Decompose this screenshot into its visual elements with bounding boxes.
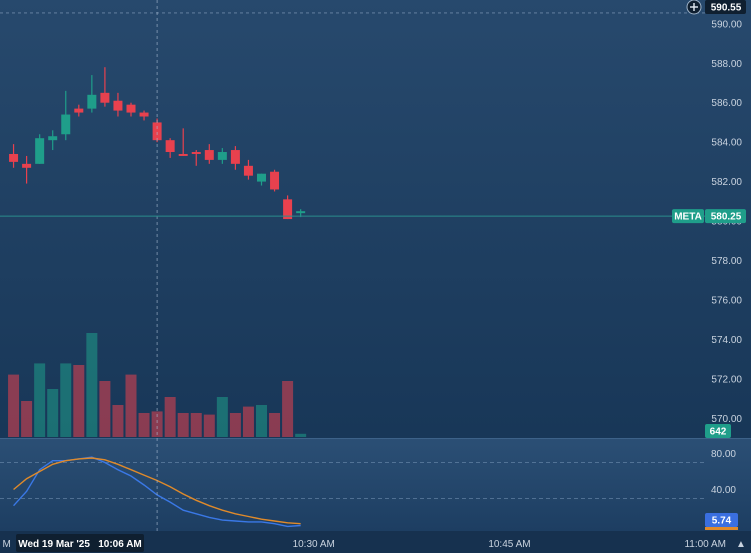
price-tick-label: 576.00 <box>711 295 742 306</box>
price-tick-label: 572.00 <box>711 374 742 385</box>
ticker-label: META <box>674 212 702 223</box>
time-tick-label: 10:45 AM <box>488 539 530 550</box>
candle-body <box>74 108 84 113</box>
candle-body <box>296 211 306 214</box>
volume-bar <box>60 363 72 437</box>
candlesticks <box>9 67 306 220</box>
price-tick-label: 574.00 <box>711 335 742 346</box>
crosshair-time-label: Wed 19 Mar '25 10:06 AM <box>18 539 142 550</box>
ticker-tag <box>672 209 704 224</box>
candle-body <box>48 136 58 141</box>
candle-body <box>126 104 136 113</box>
oscillator-pane <box>0 438 751 531</box>
volume-bar <box>99 381 111 437</box>
price-tick-label: 582.00 <box>711 177 742 188</box>
volume-bar <box>164 397 176 437</box>
candle-body <box>204 150 214 160</box>
candle-body <box>152 122 162 141</box>
volume-bar <box>8 374 20 437</box>
price-tick-label: 590.00 <box>711 19 742 30</box>
candle-body <box>178 153 188 156</box>
volume-bars <box>8 333 307 437</box>
price-tick-label: 584.00 <box>711 138 742 149</box>
crosshair-time-tag <box>16 534 144 552</box>
candle-body <box>230 150 240 164</box>
candle-body <box>243 165 253 176</box>
price-tick-label: 570.00 <box>711 414 742 425</box>
volume-bar <box>73 365 85 437</box>
volume-bar <box>203 414 215 437</box>
volume-bar <box>47 389 59 437</box>
volume-bar <box>151 411 163 437</box>
volume-bar <box>256 405 267 437</box>
candle-body <box>87 94 97 109</box>
volume-bar <box>269 413 281 437</box>
time-axis <box>0 531 751 553</box>
oscillator-value-tag <box>705 513 738 527</box>
grid-lines <box>0 12 705 499</box>
candle-body <box>217 152 227 160</box>
volume-bar <box>86 333 98 437</box>
time-tick-label: M <box>3 539 11 550</box>
oscillator-value-label: 5.74 <box>712 516 732 527</box>
price-axis: 590.00588.00586.00584.00582.00580.00578.… <box>711 19 742 424</box>
candle-body <box>191 152 201 154</box>
last-price-label: 580.25 <box>711 212 742 223</box>
scale-settings-icon[interactable]: ▲ <box>736 539 746 550</box>
candle-body <box>22 163 32 168</box>
time-tick-label: 10:30 AM <box>293 539 335 550</box>
price-tick-label: 586.00 <box>711 98 742 109</box>
volume-bar <box>216 397 228 437</box>
oscillator-slow-marker <box>705 527 738 530</box>
price-tick-label: 588.00 <box>711 59 742 70</box>
volume-bar <box>112 405 124 437</box>
volume-bar <box>190 413 202 437</box>
oscillator-tick-label: 80.00 <box>711 449 736 460</box>
last-price-tag <box>705 209 746 224</box>
candle-body <box>100 92 110 103</box>
oscillator-tick-label: 40.00 <box>711 485 736 496</box>
candle-body <box>270 171 280 190</box>
time-tick-label: 11:00 AM <box>684 539 726 550</box>
candle-body <box>61 114 71 135</box>
crosshair-price-label: 590.55 <box>711 3 742 14</box>
candle-body <box>165 140 175 153</box>
volume-label: 642 <box>710 427 727 438</box>
volume-bar <box>21 401 33 437</box>
volume-bar <box>125 374 137 437</box>
candle-body <box>35 138 45 164</box>
candle-body <box>139 112 149 117</box>
candle-body <box>9 153 19 162</box>
volume-bar <box>242 406 254 437</box>
price-tick-label: 578.00 <box>711 256 742 267</box>
volume-bar <box>229 413 241 437</box>
oscillator-axis: 80.00 40.00 <box>711 449 736 496</box>
crosshair-price-tag <box>705 0 746 14</box>
candle-body <box>257 173 266 182</box>
volume-bar <box>177 413 189 437</box>
volume-bar <box>295 433 307 437</box>
volume-tag <box>705 424 731 438</box>
candle-body <box>113 100 123 111</box>
volume-bar <box>34 363 46 437</box>
volume-bar <box>282 381 294 437</box>
candle-body <box>283 199 293 220</box>
volume-bar <box>138 413 150 437</box>
